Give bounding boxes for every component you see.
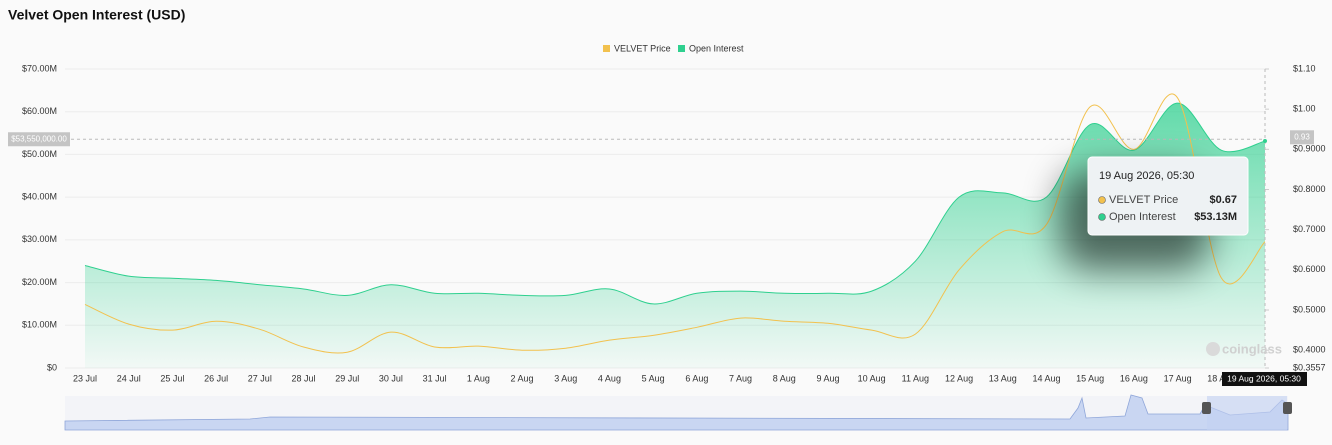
y2-tick-label: $0.5000 xyxy=(1293,304,1326,314)
x-tick-label: 13 Aug xyxy=(989,373,1017,383)
tooltip-dot xyxy=(1098,213,1106,221)
x-tick-label: 17 Aug xyxy=(1164,373,1192,383)
y2-tick-label: $1.10 xyxy=(1293,63,1316,73)
tooltip-title: 19 Aug 2026, 05:30 xyxy=(1099,170,1194,182)
y2-tick-label: $0.3557 xyxy=(1293,362,1326,372)
price-line xyxy=(84,93,1266,354)
x-tick-label: 26 Jul xyxy=(204,373,228,383)
slider-handle[interactable] xyxy=(1283,402,1292,414)
y-tick-label: $0 xyxy=(47,362,57,372)
oi-area xyxy=(85,103,1265,369)
tooltip-value: $0.67 xyxy=(1209,194,1237,206)
slider-handle[interactable] xyxy=(1202,402,1211,414)
x-tick-label: 6 Aug xyxy=(685,373,708,383)
y-tick-label: $70.00M xyxy=(22,63,57,73)
crosshair-y2-box xyxy=(1290,130,1314,145)
y2-tick-label: $0.4000 xyxy=(1293,345,1326,355)
y-tick-label: $30.00M xyxy=(22,234,57,244)
tooltip-dot xyxy=(1098,196,1106,204)
x-tick-label: 15 Aug xyxy=(1076,373,1104,383)
x-tick-label: 27 Jul xyxy=(248,373,272,383)
legend-label[interactable]: VELVET Price xyxy=(614,43,671,53)
crosshair-point xyxy=(1263,139,1267,144)
y2-tick-label: $1.00 xyxy=(1293,104,1316,114)
x-tick-label: 3 Aug xyxy=(554,373,577,383)
x-tick-label: 23 Jul xyxy=(73,373,97,383)
y2-tick-label: $0.7000 xyxy=(1293,224,1326,234)
legend-swatch xyxy=(678,45,685,52)
chart-title: Velvet Open Interest (USD) xyxy=(8,7,185,23)
crosshair-x-label: 19 Aug 2026, 05:30 xyxy=(1227,373,1301,383)
tooltip: 19 Aug 2026, 05:30 VELVET Price $0.67 Open … xyxy=(1060,156,1249,270)
x-tick-label: 25 Jul xyxy=(160,373,184,383)
x-tick-label: 12 Aug xyxy=(945,373,973,383)
x-tick-label: 2 Aug xyxy=(511,373,534,383)
slider-window[interactable] xyxy=(1207,396,1287,430)
x-tick-label: 24 Jul xyxy=(117,373,141,383)
x-tick-label: 5 Aug xyxy=(642,373,665,383)
watermark-icon xyxy=(1206,342,1220,356)
legend-label[interactable]: Open Interest xyxy=(689,43,744,53)
tooltip-series-name: Open Interest xyxy=(1109,211,1176,223)
legend: VELVET Price Open Interest xyxy=(603,43,744,53)
plot: $0 $10.00M $20.00M $30.00M $40.00M $50.00M $60… xyxy=(8,63,1326,386)
x-tick-label: 7 Aug xyxy=(729,373,752,383)
x-tick-label: 9 Aug xyxy=(816,373,839,383)
watermark: coinglass xyxy=(1222,341,1282,356)
x-tick-label: 11 Aug xyxy=(902,373,929,383)
x-tick-label: 28 Jul xyxy=(292,373,316,383)
y2-tick-label: $0.6000 xyxy=(1293,264,1326,274)
x-tick-label: 1 Aug xyxy=(467,373,490,383)
y-tick-label: $40.00M xyxy=(22,192,57,202)
tooltip-value: $53.13M xyxy=(1194,211,1237,223)
y-tick-label: $50.00M xyxy=(22,149,57,159)
crosshair-y-box xyxy=(8,132,70,147)
legend-swatch xyxy=(603,45,610,52)
oi-line xyxy=(84,102,1266,305)
y-tick-label: $20.00M xyxy=(22,277,57,287)
x-tick-label: 14 Aug xyxy=(1032,373,1060,383)
y-tick-label: $60.00M xyxy=(22,106,57,116)
crosshair-y-label: $53,550,000.00 xyxy=(11,134,67,143)
y-tick-label: $10.00M xyxy=(22,320,57,330)
x-tick-label: 29 Jul xyxy=(335,373,359,383)
x-tick-label: 31 Jul xyxy=(423,373,447,383)
x-tick-label: 10 Aug xyxy=(858,373,886,383)
x-tick-label: 4 Aug xyxy=(598,373,621,383)
x-tick-label: 8 Aug xyxy=(773,373,796,383)
x-tick-label: 18 Aug xyxy=(1207,373,1235,383)
tooltip-series-name: VELVET Price xyxy=(1109,194,1178,206)
tooltip-box xyxy=(1087,156,1249,236)
y2-tick-label: $0.8000 xyxy=(1293,184,1326,194)
x-tick-label: 16 Aug xyxy=(1120,373,1148,383)
crosshair-y2-label: 0.93 xyxy=(1294,132,1310,141)
crosshair-x-box xyxy=(1222,372,1307,386)
y2-tick-label: $0.9000 xyxy=(1293,144,1326,154)
x-tick-label: 30 Jul xyxy=(379,373,403,383)
